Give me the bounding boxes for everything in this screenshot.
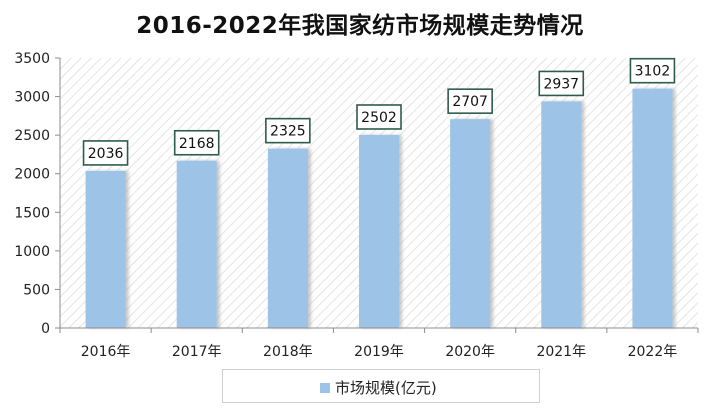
bars: 2036 2168 2325 2502 2707 2937 3102	[82, 57, 676, 329]
chart-title: 2016-2022年我国家纺市场规模走势情况	[136, 13, 584, 39]
data-label: 2036	[88, 146, 124, 162]
data-label: 2937	[543, 76, 579, 92]
y-tick-label: 3500	[14, 51, 50, 67]
bar-2018年	[267, 148, 308, 328]
bar-2022年	[632, 88, 673, 329]
data-label: 2168	[179, 136, 215, 152]
data-label: 3102	[635, 64, 671, 80]
x-tick-label: 2022年	[628, 344, 678, 360]
y-tick-label: 2500	[14, 128, 50, 144]
bar-2020年	[450, 119, 491, 328]
y-tick-label: 2000	[14, 167, 50, 183]
legend: 市场规模(亿元)	[222, 369, 540, 403]
data-label-box	[447, 88, 493, 114]
data-label: 2707	[452, 94, 488, 110]
x-tick-label: 2018年	[263, 344, 313, 360]
data-label-box	[82, 140, 129, 166]
y-tick-label: 1500	[14, 205, 50, 221]
data-label: 2325	[270, 124, 306, 140]
x-tick-label: 2016年	[81, 344, 131, 360]
data-label-box	[173, 129, 220, 156]
data-label-box	[629, 57, 676, 84]
legend-label: 市场规模(亿元)	[335, 379, 437, 397]
data-label-box	[265, 117, 311, 144]
y-tick-label: 1000	[14, 244, 50, 260]
x-axis: 2016年 2017年 2018年 2019年 2020年 2021年 2022年	[59, 327, 699, 360]
bar-2021年	[541, 101, 582, 328]
x-tick-label: 2019年	[354, 344, 404, 360]
data-label-box	[538, 70, 585, 97]
bar-2019年	[359, 134, 399, 328]
y-tick-label: 0	[41, 321, 50, 337]
bar-2016年	[85, 170, 126, 328]
bar-2017年	[176, 160, 217, 328]
y-axis: 0 500 1000 1500 2000 2500 3000 3500	[14, 51, 61, 337]
x-tick-label: 2021年	[536, 344, 586, 360]
y-tick-label: 500	[23, 282, 50, 298]
x-tick-label: 2020年	[445, 344, 495, 360]
data-label: 2502	[361, 110, 397, 126]
x-tick-label: 2017年	[172, 344, 222, 360]
legend-swatch	[320, 383, 330, 393]
data-label-box	[356, 104, 402, 130]
y-tick-label: 3000	[14, 90, 50, 106]
